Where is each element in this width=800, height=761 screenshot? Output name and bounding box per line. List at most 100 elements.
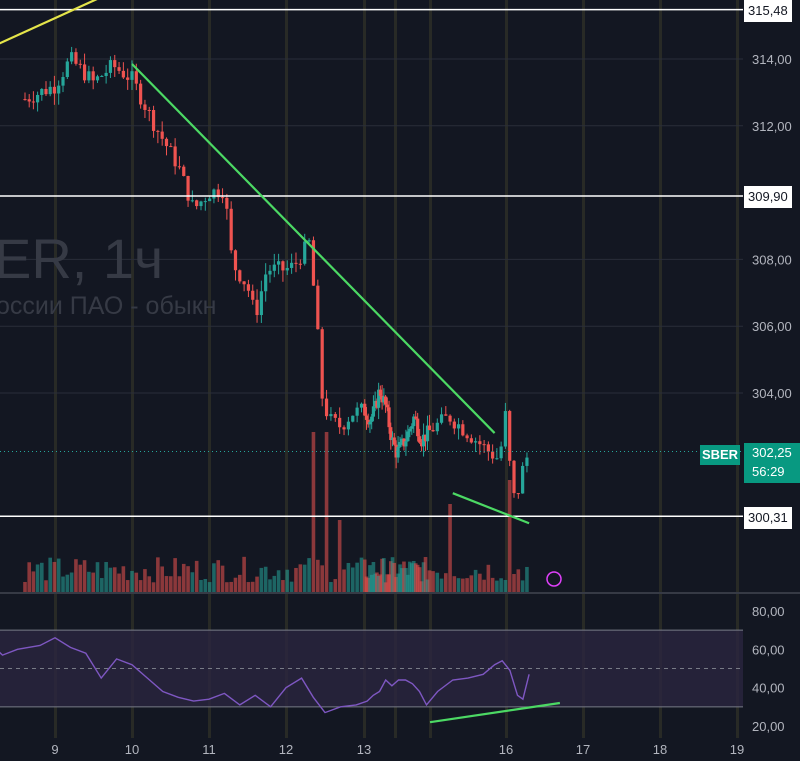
candle-body[interactable]: [242, 281, 246, 285]
candle-body[interactable]: [147, 109, 151, 111]
candle-body[interactable]: [351, 415, 355, 422]
candle-body[interactable]: [469, 438, 473, 443]
candle-body[interactable]: [423, 434, 428, 442]
candle-body[interactable]: [421, 434, 426, 447]
candle-body[interactable]: [512, 460, 516, 494]
candle-body[interactable]: [208, 198, 212, 202]
candle-body[interactable]: [246, 284, 251, 291]
candle-body[interactable]: [272, 264, 276, 271]
candle-body[interactable]: [521, 465, 525, 494]
candle-body[interactable]: [61, 77, 65, 86]
candle-body[interactable]: [320, 329, 324, 399]
candle-body[interactable]: [298, 263, 302, 265]
candle-body[interactable]: [57, 85, 61, 94]
candle-body[interactable]: [404, 441, 408, 447]
candle-body[interactable]: [229, 208, 233, 251]
candle-body[interactable]: [203, 201, 207, 203]
candle-body[interactable]: [420, 442, 424, 447]
candle-body[interactable]: [108, 60, 113, 73]
candle-body[interactable]: [456, 424, 461, 429]
candle-body[interactable]: [238, 270, 242, 282]
candle-body[interactable]: [259, 291, 263, 316]
candle-body[interactable]: [338, 417, 342, 428]
candle-body[interactable]: [368, 421, 372, 425]
candle-body[interactable]: [359, 403, 364, 408]
candle-body[interactable]: [402, 438, 406, 447]
candle-body[interactable]: [414, 416, 418, 419]
candle-body[interactable]: [461, 424, 465, 436]
candle-body[interactable]: [44, 88, 48, 95]
trendline-downtrend[interactable]: [131, 63, 496, 434]
candle-body[interactable]: [190, 200, 194, 202]
candle-body[interactable]: [406, 431, 410, 442]
candle-body[interactable]: [164, 138, 169, 147]
candle-body[interactable]: [400, 438, 404, 443]
candle-body[interactable]: [31, 101, 35, 103]
candle-body[interactable]: [478, 441, 482, 445]
candle-body[interactable]: [52, 86, 56, 94]
candle-body[interactable]: [130, 71, 134, 80]
candle-body[interactable]: [311, 240, 316, 286]
candle-body[interactable]: [78, 63, 82, 65]
candle-body[interactable]: [173, 146, 177, 167]
rsi-divergence-line[interactable]: [429, 701, 561, 724]
candle-body[interactable]: [373, 400, 377, 407]
candle-body[interactable]: [387, 407, 391, 428]
candle-body[interactable]: [370, 416, 374, 422]
candle-body[interactable]: [156, 130, 160, 132]
candle-body[interactable]: [416, 418, 420, 437]
candle-body[interactable]: [177, 166, 182, 168]
candle-body[interactable]: [363, 403, 367, 416]
candle-body[interactable]: [389, 427, 393, 441]
candle-body[interactable]: [143, 104, 147, 110]
candle-body[interactable]: [329, 414, 333, 417]
candle-body[interactable]: [324, 398, 329, 417]
candle-body[interactable]: [65, 61, 69, 78]
candle-body[interactable]: [104, 72, 108, 76]
candle-body[interactable]: [503, 411, 507, 447]
candle-body[interactable]: [425, 425, 430, 442]
candle-body[interactable]: [378, 389, 382, 396]
candle-body[interactable]: [375, 400, 379, 408]
candle-body[interactable]: [439, 414, 444, 423]
candle-body[interactable]: [366, 419, 370, 425]
candle-body[interactable]: [392, 437, 396, 445]
candle-body[interactable]: [418, 436, 422, 443]
trendline-support[interactable]: [452, 492, 530, 525]
candle-body[interactable]: [225, 197, 229, 209]
candle-body[interactable]: [285, 267, 289, 271]
candle-body[interactable]: [431, 430, 435, 432]
candle-body[interactable]: [126, 77, 130, 80]
candle-body[interactable]: [342, 427, 346, 430]
candle-body[interactable]: [121, 70, 125, 78]
candle-body[interactable]: [499, 446, 503, 459]
candle-body[interactable]: [307, 240, 311, 242]
candle-body[interactable]: [294, 262, 298, 264]
candle-body[interactable]: [427, 425, 432, 431]
candle-body[interactable]: [195, 200, 199, 207]
candle-body[interactable]: [277, 261, 281, 265]
candle-body[interactable]: [48, 86, 52, 95]
candle-body[interactable]: [87, 71, 91, 81]
candle-body[interactable]: [398, 442, 402, 447]
candle-body[interactable]: [346, 421, 350, 430]
candle-body[interactable]: [316, 285, 320, 330]
candle-body[interactable]: [408, 428, 412, 432]
candle-body[interactable]: [380, 395, 384, 403]
candle-body[interactable]: [508, 411, 512, 461]
candle-body[interactable]: [396, 446, 400, 458]
candle-body[interactable]: [290, 262, 294, 268]
candle-body[interactable]: [134, 71, 138, 84]
candle-body[interactable]: [377, 389, 381, 408]
candle-body[interactable]: [371, 406, 376, 417]
candle-body[interactable]: [412, 416, 416, 427]
candle-body[interactable]: [491, 451, 495, 459]
trendline-yellow[interactable]: [0, 0, 98, 52]
candle-body[interactable]: [444, 414, 448, 416]
candle-body[interactable]: [95, 76, 100, 81]
candle-body[interactable]: [482, 444, 486, 446]
candle-body[interactable]: [355, 407, 359, 416]
candle-body[interactable]: [516, 493, 520, 495]
candle-body[interactable]: [82, 64, 87, 81]
candle-body[interactable]: [435, 422, 439, 432]
